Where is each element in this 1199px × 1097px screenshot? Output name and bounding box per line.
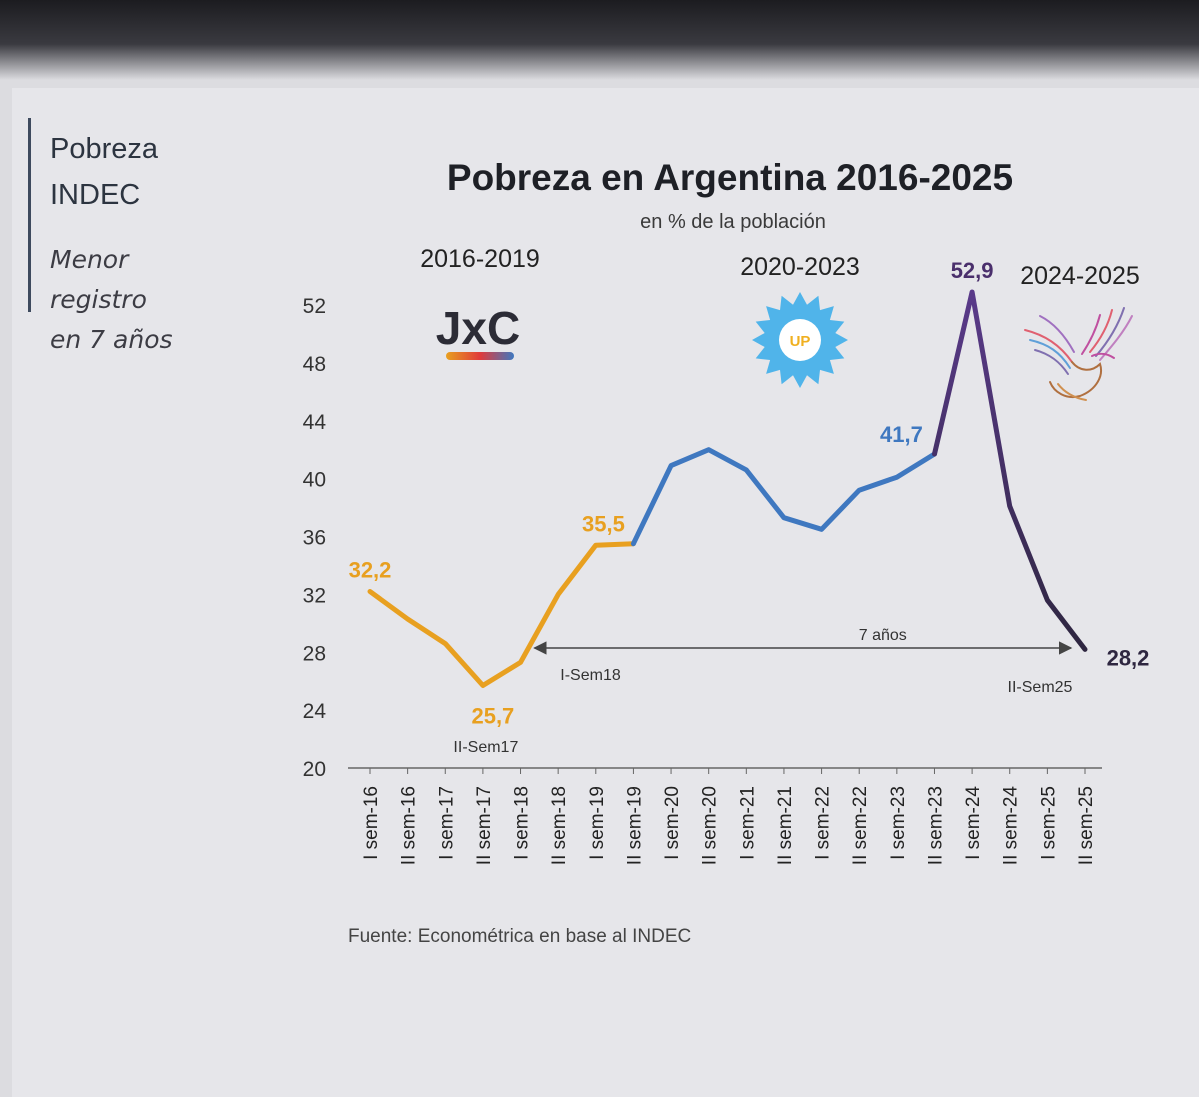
span-start-annotation: I-Sem18 <box>560 667 621 684</box>
x-tick-label: I sem-17 <box>436 786 457 860</box>
data-point <box>1007 504 1012 509</box>
sidebar-note-line3: en 7 años <box>50 325 173 354</box>
data-point <box>932 452 937 457</box>
period-label-2016-2019: 2016-2019 <box>420 245 540 273</box>
data-label: 35,5 <box>582 512 625 537</box>
jxc-logo-text: JxC <box>436 302 520 354</box>
data-label: 28,2 <box>1107 645 1150 670</box>
x-tick-label: I sem-16 <box>361 786 382 860</box>
span-end-annotation: II-Sem25 <box>1008 679 1073 696</box>
sidebar-note-line1: Menor <box>50 245 129 274</box>
data-point <box>631 541 636 546</box>
y-tick-label: 48 <box>303 353 326 376</box>
data-point <box>819 527 824 532</box>
data-point <box>781 515 786 520</box>
x-tick-label: I sem-22 <box>813 786 834 860</box>
chart-source: Fuente: Econométrica en base al INDEC <box>348 926 691 947</box>
x-tick-label: I sem-23 <box>888 786 909 860</box>
chart-data-labels: 32,2 25,7 35,5 41,7 52,9 28,2 <box>349 258 1150 729</box>
x-tick-label: II sem-17 <box>474 786 495 865</box>
data-point <box>744 467 749 472</box>
data-point <box>857 488 862 493</box>
data-point <box>669 463 674 468</box>
y-tick-label: 24 <box>303 700 327 723</box>
data-point <box>556 592 561 597</box>
y-tick-label: 36 <box>303 527 326 550</box>
low-point-annotation: II-Sem17 <box>453 739 518 756</box>
sidebar-title-line2: INDEC <box>50 179 141 211</box>
y-tick-label: 32 <box>303 584 326 607</box>
sidebar-note-line2: registro <box>50 285 147 314</box>
period-label-2024-2025: 2024-2025 <box>1020 262 1140 290</box>
data-label: 52,9 <box>951 258 994 283</box>
y-tick-label: 28 <box>303 642 326 665</box>
x-tick-label: II sem-22 <box>850 786 871 865</box>
data-point <box>894 475 899 480</box>
chart-title: Pobreza en Argentina 2016-2025 <box>447 157 1013 198</box>
data-point <box>1083 647 1088 652</box>
seven-years-label: 7 años <box>859 627 907 644</box>
data-point <box>1045 598 1050 603</box>
chart-series-lines <box>367 289 1088 688</box>
data-point <box>593 543 598 548</box>
data-label: 25,7 <box>471 704 514 729</box>
data-label: 41,7 <box>880 422 923 447</box>
up-sun-logo: UP <box>752 292 848 388</box>
data-point <box>443 641 448 646</box>
projector-top-shadow <box>0 0 1199 80</box>
y-tick-label: 20 <box>303 758 326 781</box>
x-tick-label: II sem-24 <box>1001 786 1022 866</box>
jxc-logo: JxC <box>436 302 520 360</box>
jxc-logo-bar <box>446 352 514 360</box>
chart-annotations: II-Sem17 7 años I-Sem18 II-Sem25 <box>453 627 1072 756</box>
x-tick-label: II sem-23 <box>925 786 946 865</box>
sidebar-rule <box>28 118 31 312</box>
data-point <box>480 683 485 688</box>
x-tick-label: I sem-20 <box>662 786 683 860</box>
x-tick-label: I sem-21 <box>737 786 758 860</box>
series-line-2024-2025 <box>932 289 1088 652</box>
x-tick-label: I sem-25 <box>1038 786 1059 860</box>
data-point <box>518 660 523 665</box>
up-sun-center <box>779 319 821 361</box>
y-tick-label: 40 <box>303 469 326 492</box>
x-tick-label: II sem-16 <box>399 786 420 865</box>
x-tick-label: II sem-21 <box>775 786 796 865</box>
x-tick-label: I sem-19 <box>587 786 608 860</box>
eagle-logo <box>1024 307 1133 401</box>
data-label: 32,2 <box>349 557 392 582</box>
data-point <box>970 289 975 294</box>
x-tick-label: I sem-18 <box>512 786 533 860</box>
up-logo-text: UP <box>790 333 811 350</box>
series-line-2016-2019 <box>367 541 636 688</box>
y-tick-label: 52 <box>303 295 326 318</box>
x-tick-label: I sem-24 <box>963 786 984 860</box>
chart-axes: 20 24 28 32 36 40 44 48 52 I sem-16 II sem-16 I sem… <box>303 295 1102 865</box>
data-point <box>368 589 373 594</box>
data-point <box>706 447 711 452</box>
x-tick-label: II sem-25 <box>1076 786 1097 865</box>
period-label-2020-2023: 2020-2023 <box>740 253 860 281</box>
x-tick-label: II sem-18 <box>549 786 570 865</box>
slide-background <box>12 88 1199 1097</box>
chart-subtitle: en % de la población <box>640 211 826 233</box>
x-tick-label: II sem-20 <box>700 786 721 865</box>
series-line-2020-2023 <box>630 447 937 547</box>
x-tick-label: II sem-19 <box>624 786 645 865</box>
sidebar-title-line1: Pobreza <box>50 133 159 165</box>
data-point <box>405 616 410 621</box>
y-tick-label: 44 <box>303 411 327 434</box>
